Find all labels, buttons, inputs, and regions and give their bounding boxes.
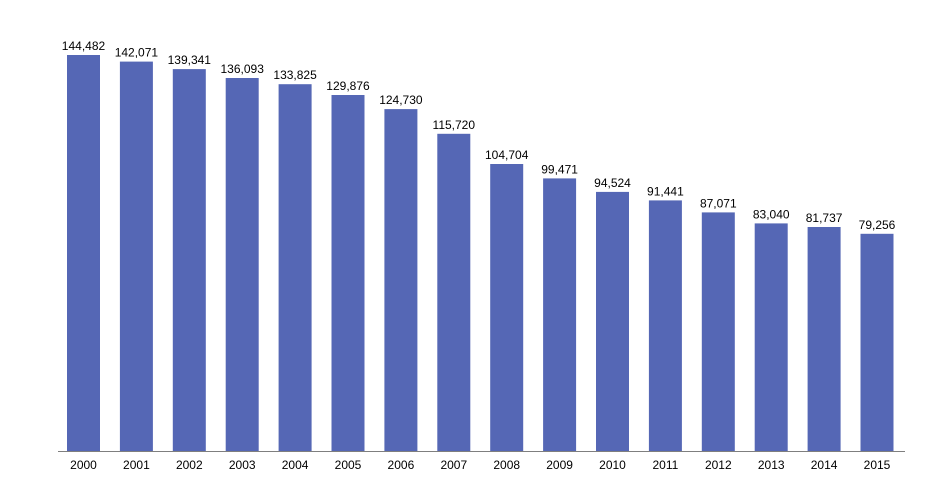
bar-2005 bbox=[331, 95, 365, 451]
x-tick-label-2003: 2003 bbox=[229, 458, 256, 472]
x-tick-label-2001: 2001 bbox=[123, 458, 150, 472]
bar-2003 bbox=[225, 78, 259, 451]
value-label-2001: 142,071 bbox=[115, 46, 159, 60]
bar-2000 bbox=[67, 55, 100, 451]
x-tick-label-2006: 2006 bbox=[388, 458, 415, 472]
bar-2009 bbox=[543, 178, 577, 451]
x-tick-label-2007: 2007 bbox=[440, 458, 467, 472]
bar-2006 bbox=[384, 109, 418, 451]
bar-2011 bbox=[648, 200, 682, 451]
x-tick-label-2014: 2014 bbox=[811, 458, 838, 472]
bar-2015 bbox=[860, 233, 894, 451]
x-tick-label-2004: 2004 bbox=[282, 458, 309, 472]
bar-2010 bbox=[596, 191, 629, 451]
bar-2002 bbox=[172, 69, 206, 451]
x-tick-label-2005: 2005 bbox=[335, 458, 362, 472]
x-tick-label-2008: 2008 bbox=[493, 458, 520, 472]
value-label-2003: 136,093 bbox=[221, 62, 265, 76]
x-tick-labels: 2000 2001 2002 2003 2004 2005 2006 2007 2008 2009… bbox=[70, 458, 891, 472]
x-tick-label-2015: 2015 bbox=[864, 458, 891, 472]
value-label-2010: 94,524 bbox=[594, 176, 631, 190]
bar-2012 bbox=[701, 212, 735, 451]
x-tick-label-2010: 2010 bbox=[599, 458, 626, 472]
value-label-2007: 115,720 bbox=[433, 118, 476, 132]
value-label-2015: 79,256 bbox=[859, 218, 896, 232]
value-label-2006: 124,730 bbox=[379, 93, 423, 107]
x-tick-label-2013: 2013 bbox=[758, 458, 785, 472]
value-label-2011: 91,441 bbox=[647, 184, 684, 198]
value-label-2005: 129,876 bbox=[326, 79, 370, 93]
bar-2001 bbox=[119, 61, 153, 451]
x-tick-label-2011: 2011 bbox=[652, 458, 678, 472]
bar-2008 bbox=[490, 164, 524, 451]
bars-layer bbox=[67, 55, 894, 452]
x-tick-label-2002: 2002 bbox=[176, 458, 203, 472]
value-label-2000: 144,482 bbox=[62, 39, 106, 53]
bar-2004 bbox=[278, 84, 312, 451]
value-label-2013: 83,040 bbox=[753, 207, 790, 221]
value-label-2004: 133,825 bbox=[273, 68, 317, 82]
bar-2007 bbox=[437, 133, 471, 452]
value-label-2009: 99,471 bbox=[541, 162, 578, 176]
value-labels-layer: 144,482 142,071 139,341 136,093 133,825 129,8… bbox=[62, 39, 896, 232]
value-label-2008: 104,704 bbox=[485, 148, 529, 162]
x-tick-label-2000: 2000 bbox=[70, 458, 97, 472]
bar-2013 bbox=[754, 223, 788, 451]
x-tick-label-2012: 2012 bbox=[705, 458, 732, 472]
x-tick-label-2009: 2009 bbox=[546, 458, 573, 472]
bar-2014 bbox=[807, 227, 841, 451]
value-label-2012: 87,071 bbox=[700, 196, 737, 210]
value-label-2014: 81,737 bbox=[806, 211, 843, 225]
value-label-2002: 139,341 bbox=[168, 53, 212, 67]
